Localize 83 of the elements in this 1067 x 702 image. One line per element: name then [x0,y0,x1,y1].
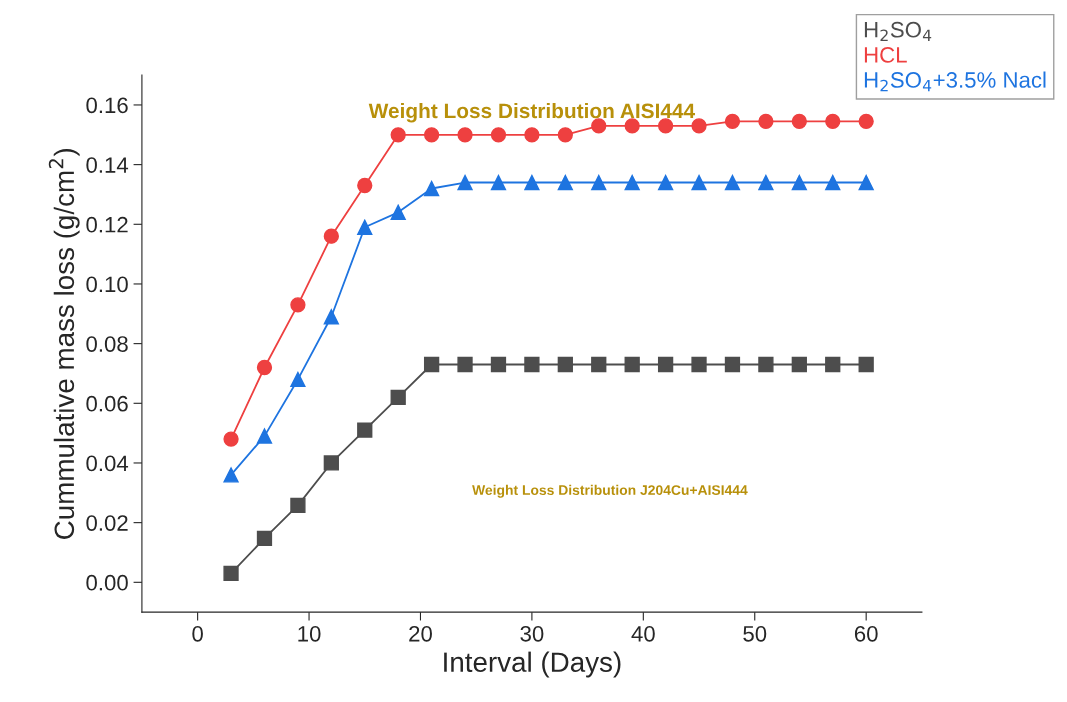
point [758,174,774,191]
point [724,174,741,191]
text: H$_{2}$SO$_{4}$ [864,21,932,41]
point [223,431,239,447]
point [758,113,774,129]
x-tick-label: 10 [298,625,321,642]
point [624,174,640,191]
x-tick-label: 0 [192,625,203,642]
point [624,356,640,373]
point [591,356,607,373]
point [724,356,741,373]
point [290,371,306,388]
point [223,565,239,581]
point [323,228,339,244]
point [256,359,273,376]
y-tick-label: 0.14 [86,157,129,173]
point [858,356,874,373]
annotation: Weight Loss Distribution J204Cu+AISI444 [472,484,748,498]
point [423,180,440,197]
x-axis-title: Interval (Days) [444,651,621,678]
point [323,309,339,325]
point [858,113,874,129]
point [691,174,707,191]
text: H$_{2}$SO$_{4}$+3.5% Nacl [864,71,1046,92]
point [357,422,373,438]
y-tick-label: 0.12 [86,216,128,233]
point [457,174,473,191]
point [657,356,674,373]
point [591,118,607,134]
point [758,356,774,373]
x-tick-label: 60 [854,625,878,642]
point [457,127,473,143]
point [524,174,540,191]
point [557,356,573,373]
point [357,177,373,194]
x-tick-label: 30 [520,625,544,642]
point [825,113,841,129]
point [791,113,807,129]
point [825,174,841,191]
point [657,174,674,191]
point [557,174,573,191]
y-axis-title: Cummulative mass loss (g/cm$^{2}$) [48,148,80,539]
point [290,297,306,313]
point [423,356,440,373]
point [256,530,273,547]
point [390,204,406,220]
point [691,118,707,134]
y-tick-label: 0.06 [86,395,128,412]
point [524,356,540,373]
point [290,497,306,513]
point [791,174,807,191]
point [691,356,707,373]
point [256,428,273,444]
point [390,389,406,405]
x-tick-label: 50 [743,625,767,642]
point [591,174,607,191]
y-tick-label: 0.10 [86,276,128,293]
point [624,118,640,134]
y-tick-label: 0.08 [86,336,128,352]
point [390,127,406,143]
point [357,219,373,235]
point [524,127,540,143]
text: HCL [864,47,907,63]
point [858,174,874,191]
point [223,467,239,483]
point [825,356,841,373]
annotation: Weight Loss Distribution AISI444 [368,102,696,123]
point [490,127,507,143]
y-tick-label: 0.00 [86,574,128,591]
point [423,127,440,143]
point [557,127,573,143]
point [724,113,741,129]
point [490,356,507,373]
point [490,174,507,191]
point [323,455,339,471]
point [657,118,674,134]
point [457,356,473,373]
point [791,356,807,373]
x-tick-label: 40 [631,625,655,642]
y-tick-label: 0.16 [86,97,128,114]
x-tick-label: 20 [409,625,432,642]
y-tick-label: 0.04 [86,455,129,472]
y-tick-label: 0.02 [86,515,128,531]
